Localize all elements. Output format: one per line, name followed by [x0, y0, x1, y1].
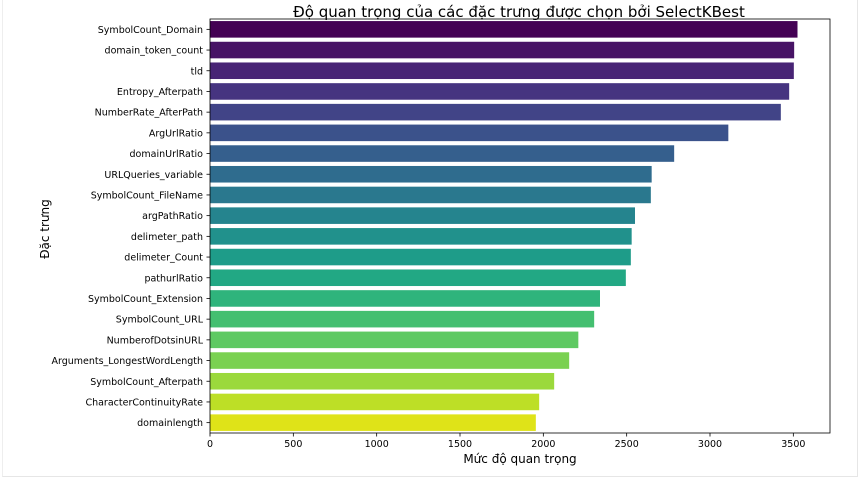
plot-frame — [209, 18, 831, 434]
y-tick-label: SymbolCount_FileName — [91, 190, 203, 201]
y-tick-label: delimeter_Count — [124, 253, 203, 264]
y-tick-label: ArgUrlRatio — [149, 128, 203, 139]
y-tick-label: domainUrlRatio — [130, 149, 204, 160]
bar-SymbolCount_FileName — [210, 186, 651, 204]
bar-delimeter_Count — [210, 248, 631, 266]
bar-Arguments_LongestWordLength — [210, 352, 570, 369]
bar-tld — [210, 62, 794, 80]
bar-delimeter_path — [210, 228, 632, 245]
x-tick-label: 2000 — [531, 439, 555, 450]
bars-group — [210, 21, 798, 431]
bar-pathurlRatio — [210, 269, 626, 287]
x-ticks: 0 500 1000 1500 2000 2500 3000 3500 — [207, 433, 805, 450]
y-tick-label: SymbolCount_URL — [116, 315, 204, 326]
bar-NumberofDotsinURL — [210, 331, 579, 349]
bar-domainUrlRatio — [210, 145, 675, 162]
bar-SymbolCount_URL — [210, 310, 595, 328]
bar-NumberRate_AfterPath — [210, 103, 781, 121]
y-tick-label: SymbolCount_Extension — [88, 294, 203, 305]
y-tick-label: Arguments_LongestWordLength — [51, 356, 203, 367]
y-tick-label: domainlength — [137, 418, 203, 429]
y-tick-label: CharacterContinuityRate — [85, 397, 203, 408]
bar-Entropy_Afterpath — [210, 83, 790, 100]
y-tick-label: delimeter_path — [131, 232, 203, 243]
y-tick-label: argPathRatio — [142, 211, 203, 222]
y-tick-label: Entropy_Afterpath — [117, 87, 203, 98]
x-tick-label: 500 — [284, 439, 302, 450]
bar-SymbolCount_Extension — [210, 290, 600, 307]
bar-SymbolCount_Afterpath — [210, 372, 555, 390]
y-tick-label: SymbolCount_Afterpath — [90, 377, 203, 388]
bar-domainlength — [210, 414, 536, 431]
y-tick-label: domain_token_count — [105, 46, 204, 57]
y-tick-label: pathurlRatio — [144, 273, 203, 284]
y-tick-label: SymbolCount_Domain — [98, 25, 203, 36]
y-tick-label: URLQueries_variable — [104, 170, 203, 181]
bar-SymbolCount_Domain — [210, 21, 798, 38]
x-tick-label: 3000 — [698, 439, 722, 450]
bar-domain_token_count — [210, 41, 795, 59]
x-tick-label: 3500 — [781, 439, 805, 450]
x-axis-label: Mức độ quan trọng — [463, 452, 576, 466]
y-tick-label: tld — [191, 66, 203, 77]
y-tick-label: NumberofDotsinURL — [107, 335, 204, 346]
x-tick-label: 1500 — [448, 439, 472, 450]
x-tick-label: 1000 — [365, 439, 389, 450]
bar-ArgUrlRatio — [210, 124, 729, 142]
bar-CharacterContinuityRate — [210, 393, 540, 411]
y-axis-label: Đặc trưng — [38, 199, 52, 259]
chart-title: Độ quan trọng của các đặc trưng được chọ… — [293, 3, 745, 21]
bar-URLQueries_variable — [210, 165, 652, 183]
x-tick-label: 2500 — [615, 439, 639, 450]
y-tick-label: NumberRate_AfterPath — [95, 108, 203, 119]
bar-argPathRatio — [210, 207, 635, 224]
x-tick-label: 0 — [207, 439, 213, 450]
